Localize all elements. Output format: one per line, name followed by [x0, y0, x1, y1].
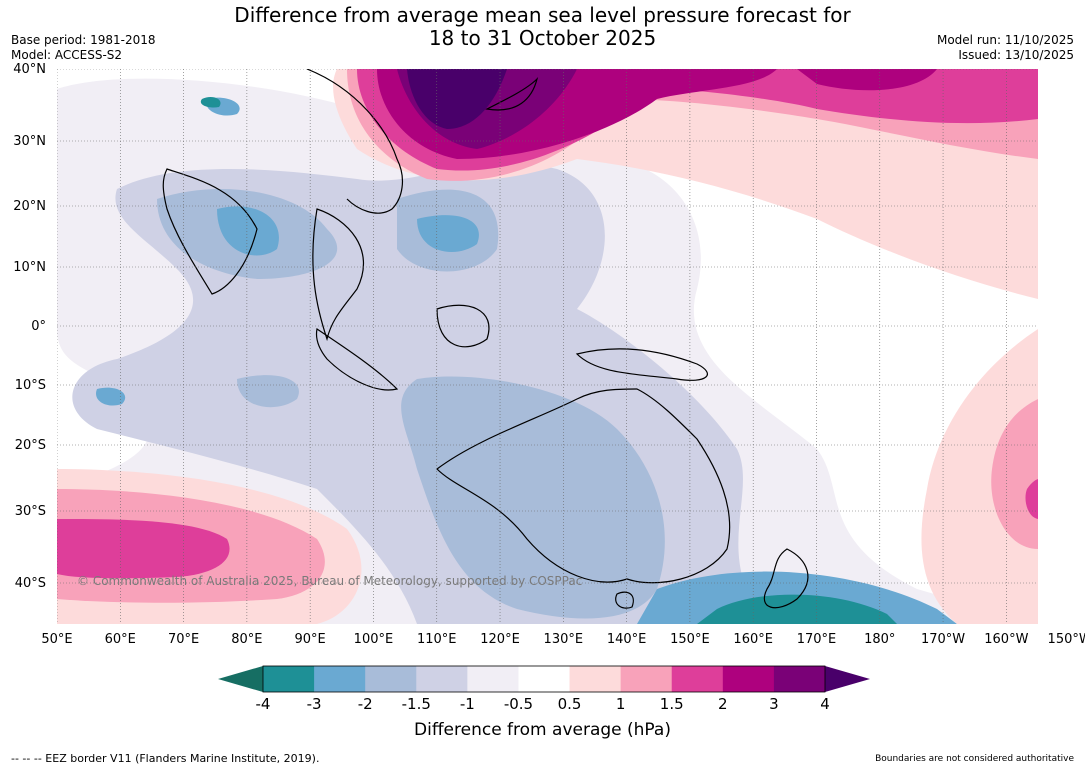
- contour-pos-e-1: [991, 399, 1038, 549]
- latitude-tick-label: 20°N: [13, 199, 46, 214]
- colorbar-segment: [671, 666, 724, 692]
- latitude-tick-label: 40°N: [13, 62, 46, 77]
- colorbar-tick-label: 3: [769, 695, 779, 713]
- longitude-tick-label: 170°W: [920, 632, 966, 647]
- title-line-1: Difference from average mean sea level p…: [234, 3, 851, 27]
- contour-pos-e-1-5: [1025, 479, 1038, 519]
- latitude-tick-label: 30°S: [14, 504, 46, 519]
- colorbar-tick-label: -1.5: [401, 695, 431, 713]
- colorbar-segment: [773, 666, 826, 692]
- longitude-tick-label: 130°E: [543, 632, 584, 647]
- latitude-tick-label: 0°: [31, 319, 46, 334]
- model-run: Model run: 11/10/2025: [936, 33, 1074, 47]
- title-line-2: 18 to 31 October 2025: [428, 26, 657, 50]
- coastline-tasmania: [615, 591, 634, 609]
- colorbar-tick-label: -0.5: [503, 695, 534, 713]
- longitude-tick-label: 80°E: [231, 632, 263, 647]
- colorbar-tick-label: 4: [820, 695, 830, 713]
- latitude-tick-label: 10°S: [14, 378, 46, 393]
- contour-pos-e-0-5: [921, 329, 1038, 624]
- longitude-tick-label: 120°E: [480, 632, 520, 647]
- base-period: Base period: 1981-2018: [11, 33, 156, 47]
- colorbar-tick-label: -3: [306, 695, 322, 713]
- longitude-tick-label: 170°E: [796, 632, 837, 647]
- longitude-tick-label: 160°E: [733, 632, 773, 647]
- colorbar-tick-label: 1: [615, 695, 626, 713]
- coastline-borneo: [436, 304, 490, 348]
- coastline-indochina: [312, 208, 364, 342]
- latitude-tick-label: 40°S: [14, 576, 46, 591]
- colorbar-tick-label: 2: [718, 695, 728, 713]
- gridlines: [57, 69, 1038, 624]
- colorbar-frame: [262, 665, 826, 693]
- longitude-tick-label: 90°E: [294, 632, 326, 647]
- contour-pos-4: [407, 69, 507, 129]
- coastline-new-guinea: [575, 348, 708, 381]
- colorbar-label: Difference from average (hPa): [414, 720, 671, 740]
- colorbar-tick-label: -1: [459, 695, 475, 713]
- colorbar-segment: [467, 666, 519, 692]
- meta-right: Model run: 11/10/2025 Issued: 13/10/2025: [937, 33, 1074, 63]
- colorbar-tick-label: -2: [357, 695, 373, 713]
- colorbar-segment: [569, 666, 622, 692]
- colorbar-tick-label: -4: [255, 695, 271, 713]
- latitude-tick-label: 10°N: [13, 260, 46, 275]
- coastlines: [162, 69, 809, 609]
- eez-border-note: -- -- -- EEZ border V11 (Flanders Marine…: [11, 752, 320, 765]
- colorbar-segment: [314, 666, 366, 692]
- latitude-tick-label: 30°N: [13, 134, 46, 149]
- colorbar-segment: [263, 666, 315, 692]
- colorbar-segment: [365, 666, 417, 692]
- coastline-japan: [485, 77, 539, 111]
- colorbar-tick-label: 0.5: [557, 695, 582, 713]
- longitude-tick-label: 50°E: [41, 632, 73, 647]
- longitude-tick-label: 140°E: [606, 632, 647, 647]
- boundaries-disclaimer: Boundaries are not considered authoritat…: [875, 754, 1074, 764]
- coastline-india: [162, 168, 258, 295]
- colorbar: [218, 665, 870, 693]
- longitude-tick-label: 180°: [864, 632, 896, 647]
- longitude-tick-label: 60°E: [104, 632, 136, 647]
- longitude-tick-label: 100°E: [353, 632, 394, 647]
- pressure-anomaly-map: [57, 69, 1038, 624]
- model-name: Model: ACCESS-S2: [11, 48, 123, 62]
- colorbar-tick-label: 1.5: [659, 695, 684, 713]
- longitude-tick-label: 150°E: [670, 632, 710, 647]
- longitude-tick-label: 70°E: [167, 632, 200, 647]
- colorbar-segment: [620, 666, 673, 692]
- colorbar-segment: [416, 666, 468, 692]
- coastline-east-asia: [306, 69, 404, 214]
- coastline-new-zealand: [763, 548, 809, 609]
- colorbar-under-triangle: [218, 666, 263, 692]
- colorbar-segment: [518, 666, 571, 692]
- copyright-notice: © Commonwealth of Australia 2025, Bureau…: [77, 574, 583, 588]
- colorbar-over-triangle: [825, 666, 870, 692]
- coastline-australia: [436, 388, 731, 584]
- issued-date: Issued: 13/10/2025: [958, 48, 1074, 62]
- chart-title: Difference from average mean sea level p…: [0, 4, 1085, 50]
- longitude-tick-label: 160°W: [984, 632, 1029, 647]
- longitude-tick-label: 150°W: [1047, 632, 1085, 647]
- colorbar-segment: [722, 666, 775, 692]
- longitude-tick-label: 110°E: [416, 632, 457, 647]
- contour-pos-sw-1-5: [57, 519, 230, 579]
- latitude-tick-label: 20°S: [14, 438, 46, 453]
- meta-left: Base period: 1981-2018 Model: ACCESS-S2: [11, 33, 156, 63]
